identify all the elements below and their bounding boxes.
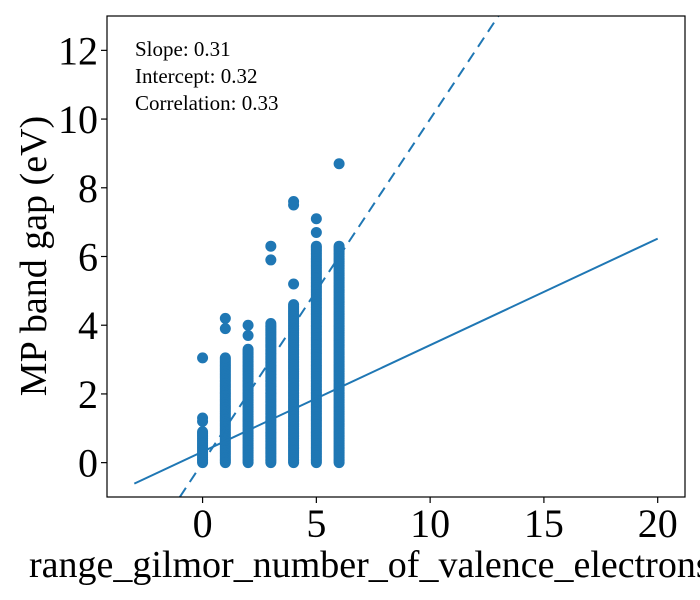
y-axis-title: MP band gap (eV) bbox=[13, 116, 55, 396]
y-tick-label: 2 bbox=[78, 372, 98, 417]
y-tick-label: 8 bbox=[78, 166, 98, 211]
data-point bbox=[197, 352, 209, 364]
data-point bbox=[219, 323, 231, 335]
y-tick-label: 0 bbox=[78, 441, 98, 486]
data-point bbox=[265, 317, 277, 329]
data-point bbox=[197, 412, 209, 424]
x-tick-label: 15 bbox=[524, 501, 564, 546]
data-point bbox=[219, 312, 231, 324]
x-tick-label: 5 bbox=[306, 501, 326, 546]
x-axis: 0 5 10 15 20 bbox=[193, 497, 678, 546]
data-point bbox=[265, 254, 277, 266]
y-tick-label: 10 bbox=[58, 97, 98, 142]
annotation-slope: Slope: 0.31 bbox=[135, 37, 231, 61]
x-tick-label: 20 bbox=[638, 501, 678, 546]
x-axis-title: range_gilmor_number_of_valence_electrons bbox=[29, 544, 700, 586]
data-point bbox=[333, 158, 345, 170]
data-points bbox=[197, 158, 345, 469]
annotation-intercept: Intercept: 0.32 bbox=[135, 64, 257, 88]
data-point bbox=[265, 240, 277, 252]
data-point bbox=[288, 278, 300, 290]
data-point bbox=[197, 426, 209, 438]
identity-line bbox=[178, 16, 500, 497]
y-tick-label: 4 bbox=[78, 303, 98, 348]
data-point bbox=[288, 299, 300, 311]
y-axis: 0 2 4 6 8 10 12 bbox=[58, 28, 107, 486]
data-point bbox=[333, 240, 345, 252]
x-tick-label: 10 bbox=[410, 501, 450, 546]
data-point bbox=[242, 343, 254, 355]
data-point bbox=[310, 226, 322, 238]
data-point bbox=[310, 240, 322, 252]
annotation-correlation: Correlation: 0.33 bbox=[135, 91, 278, 115]
data-point bbox=[219, 352, 231, 364]
y-tick-label: 6 bbox=[78, 235, 98, 280]
data-point bbox=[242, 330, 254, 342]
regression-line bbox=[133, 237, 659, 485]
data-point bbox=[310, 213, 322, 225]
x-tick-label: 0 bbox=[193, 501, 213, 546]
y-tick-label: 12 bbox=[58, 28, 98, 73]
data-point bbox=[242, 319, 254, 331]
fit-lines bbox=[133, 16, 659, 497]
plot-frame bbox=[106, 15, 686, 498]
data-point bbox=[288, 196, 300, 208]
